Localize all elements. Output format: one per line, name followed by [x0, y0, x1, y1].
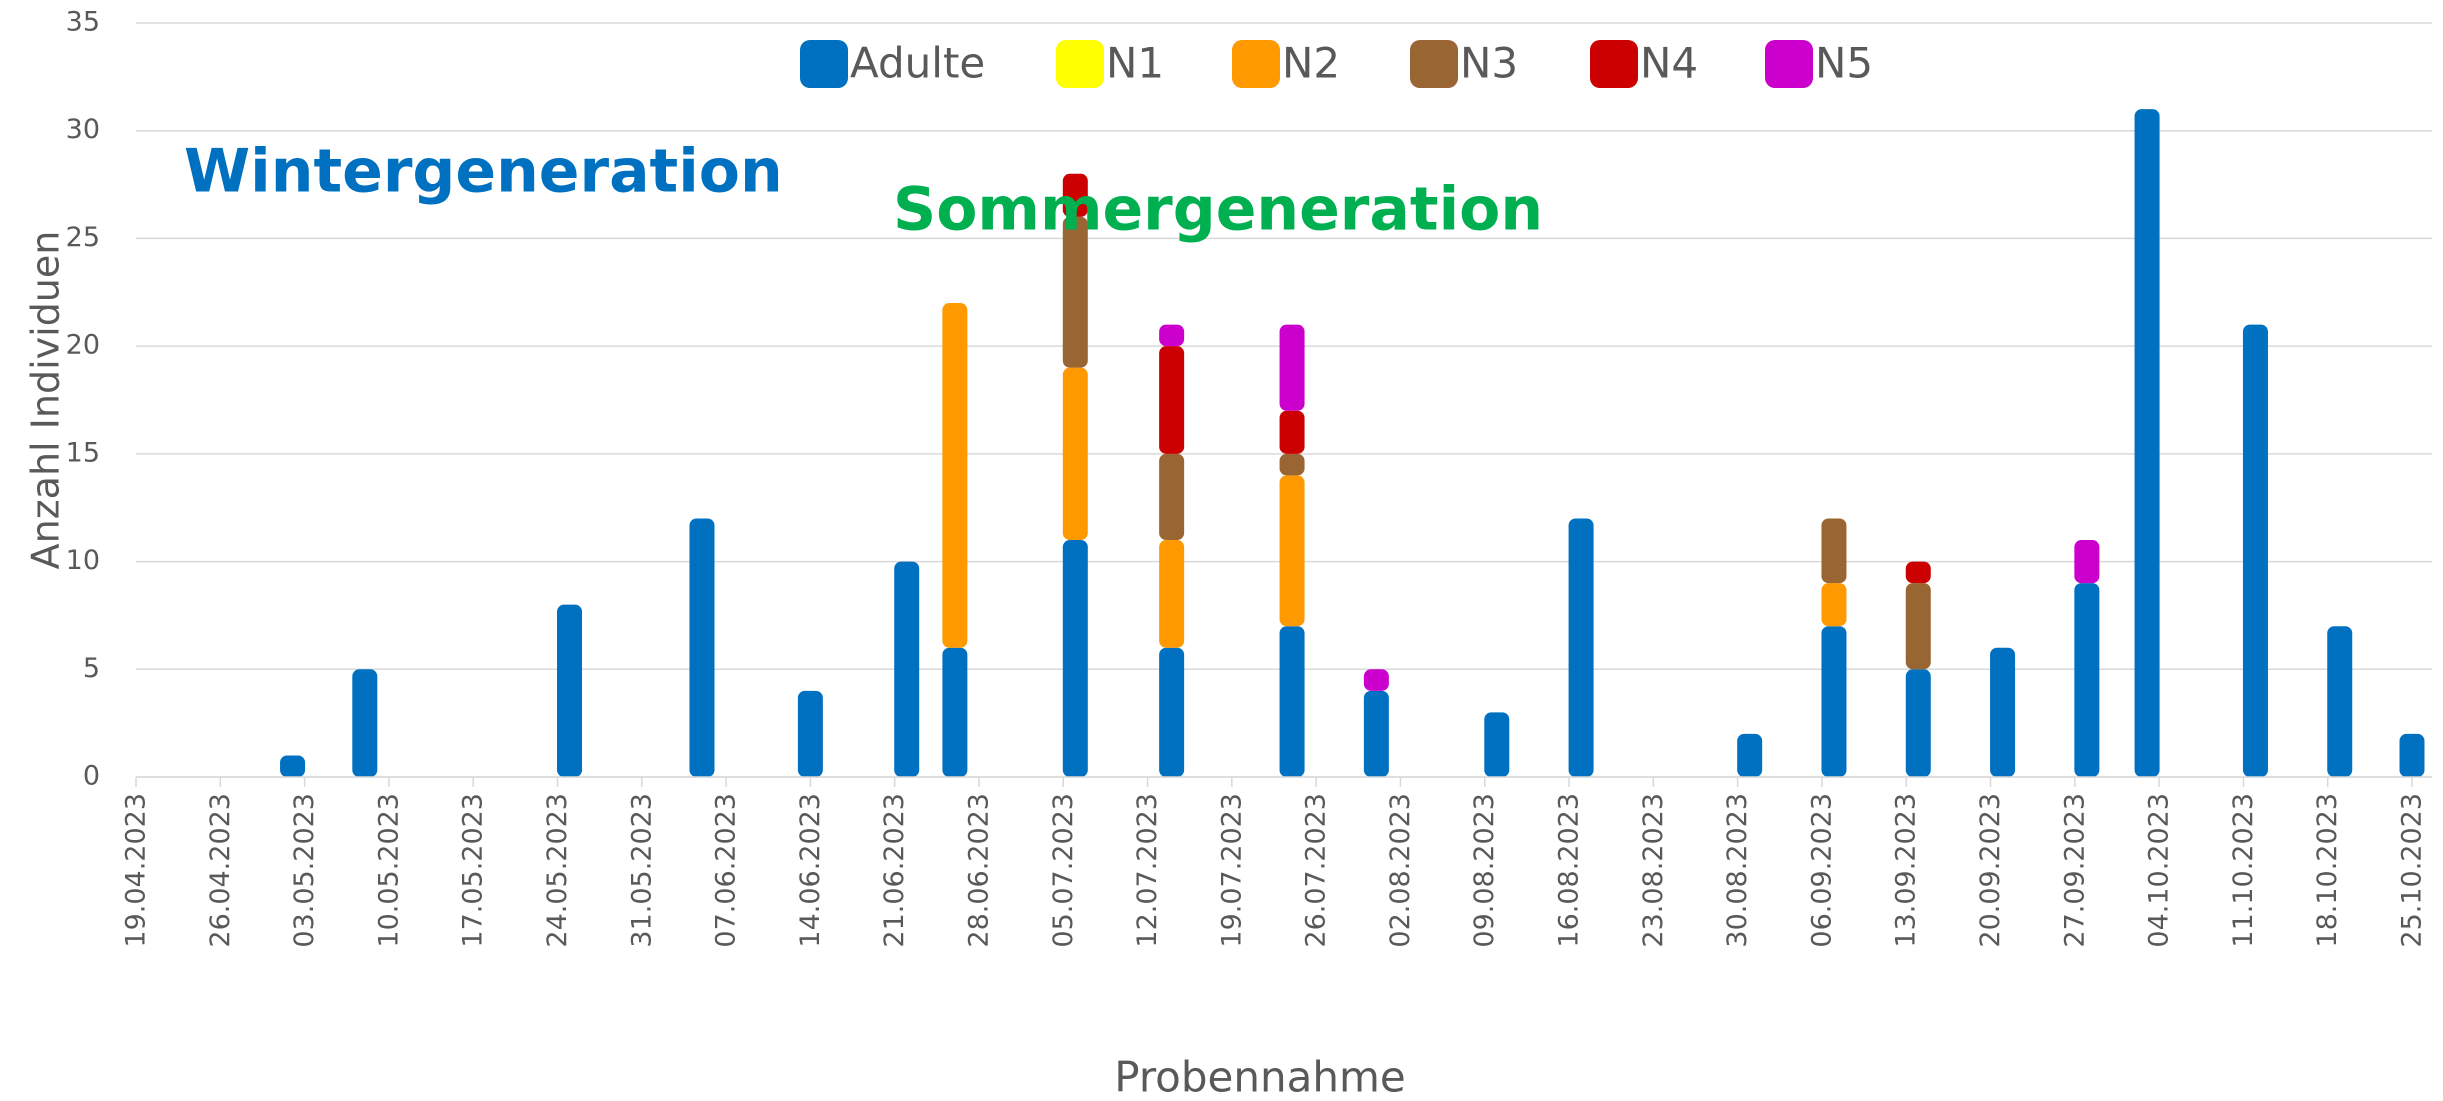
bar-segment: [1279, 410, 1305, 454]
bar-segment: [1905, 669, 1931, 777]
bar-segment: [280, 755, 306, 777]
bar-segment: [1905, 561, 1931, 584]
x-tick-label: 09.08.2023: [1469, 793, 1500, 948]
bar-segment: [1568, 518, 1594, 777]
bar-segment: [1159, 324, 1185, 347]
y-tick-label: 20: [66, 330, 100, 361]
bar-segment: [2074, 583, 2100, 777]
y-tick-label: 30: [66, 114, 100, 145]
bar-segment: [797, 690, 823, 777]
y-tick-label: 5: [83, 653, 100, 684]
bar-segment: [1159, 346, 1185, 454]
bar-segment: [2242, 324, 2268, 777]
bar-segment: [1062, 173, 1088, 217]
bar-segment: [689, 518, 715, 777]
x-tick-label: 06.09.2023: [1806, 793, 1837, 948]
bar-segment: [1062, 540, 1088, 777]
bar-segment: [1279, 626, 1305, 777]
x-tick-label: 28.06.2023: [963, 793, 994, 948]
bar-segment: [2327, 626, 2353, 777]
bar-segment: [1159, 453, 1185, 541]
legend-swatch: [1765, 40, 1813, 88]
bar-segment: [894, 561, 920, 777]
legend-swatch: [800, 40, 848, 88]
bar-segment: [1821, 626, 1847, 777]
bar-segment: [1821, 518, 1847, 584]
legend-swatch: [1410, 40, 1458, 88]
legend-item: N2: [1232, 39, 1340, 88]
bar-segment: [1279, 453, 1305, 476]
annotation: Wintergeneration: [184, 137, 783, 207]
x-tick-label: 19.04.2023: [121, 793, 152, 948]
bar-segment: [1821, 583, 1847, 627]
y-tick-label: 10: [66, 545, 100, 576]
x-tick-label: 24.05.2023: [542, 793, 573, 948]
bar-segment: [1062, 216, 1088, 368]
bar-segment: [1484, 712, 1510, 777]
bar-segment: [1363, 690, 1389, 777]
bar-segment: [1737, 733, 1763, 777]
x-tick-label: 25.10.2023: [2397, 793, 2428, 948]
bar-segment: [1279, 475, 1305, 627]
legend-label: N1: [1106, 39, 1164, 88]
x-tick-label: 02.08.2023: [1385, 793, 1416, 948]
bar-segment: [1990, 647, 2016, 777]
x-tick-label: 31.05.2023: [626, 793, 657, 948]
bar-segment: [1159, 540, 1185, 648]
x-tick-label: 20.09.2023: [1975, 793, 2006, 948]
bar-segment: [557, 604, 583, 777]
bar-segment: [1159, 647, 1185, 777]
x-tick-label: 26.04.2023: [205, 793, 236, 948]
x-tick-label: 19.07.2023: [1216, 793, 1247, 948]
y-tick-label: 35: [66, 7, 100, 38]
legend-item: Adulte: [800, 39, 985, 88]
bar-segment: [1279, 324, 1305, 411]
legend-label: N2: [1282, 39, 1340, 88]
bar-segment: [2399, 733, 2425, 777]
x-tick-label: 07.06.2023: [711, 793, 742, 948]
x-tick-label: 26.07.2023: [1301, 793, 1332, 948]
x-tick-label: 30.08.2023: [1722, 793, 1753, 948]
x-tick-label: 11.10.2023: [2228, 793, 2259, 948]
x-tick-label: 17.05.2023: [458, 793, 489, 948]
x-tick-label: 13.09.2023: [1891, 793, 1922, 948]
x-tick-label: 05.07.2023: [1048, 793, 1079, 948]
legend-label: Adulte: [850, 39, 985, 88]
legend-swatch: [1056, 40, 1104, 88]
bar-segment: [2134, 109, 2160, 777]
y-tick-label: 15: [66, 437, 100, 468]
bar-segment: [1062, 367, 1088, 541]
bar-segment: [1363, 669, 1389, 691]
y-tick-label: 0: [83, 761, 100, 792]
legend-item: N4: [1590, 39, 1698, 88]
legend-label: N3: [1460, 39, 1518, 88]
x-tick-label: 21.06.2023: [879, 793, 910, 948]
bar-segment: [2074, 540, 2100, 584]
legend-label: N4: [1640, 39, 1698, 88]
bar-segment: [352, 669, 378, 777]
x-tick-label: 18.10.2023: [2312, 793, 2343, 948]
bar-segment: [942, 303, 968, 648]
legend-item: N1: [1056, 39, 1164, 88]
legend-item: N5: [1765, 39, 1873, 88]
x-tick-label: 03.05.2023: [289, 793, 320, 948]
x-axis-label: Probennahme: [1114, 1053, 1405, 1101]
x-tick-label: 10.05.2023: [373, 793, 404, 948]
annotation: Sommergeneration: [893, 175, 1543, 245]
x-tick-label: 04.10.2023: [2144, 793, 2175, 948]
x-tick-label: 23.08.2023: [1638, 793, 1669, 948]
y-axis-label: Anzahl Individuen: [24, 231, 68, 570]
legend-swatch: [1590, 40, 1638, 88]
y-tick-label: 25: [66, 222, 100, 253]
bar-segment: [1905, 583, 1931, 670]
bar-segment: [942, 647, 968, 777]
legend-swatch: [1232, 40, 1280, 88]
x-tick-label: 12.07.2023: [1132, 793, 1163, 948]
x-tick-label: 16.08.2023: [1554, 793, 1585, 948]
x-tick-label: 14.06.2023: [795, 793, 826, 948]
legend-label: N5: [1815, 39, 1873, 88]
legend-item: N3: [1410, 39, 1518, 88]
x-tick-label: 27.09.2023: [2059, 793, 2090, 948]
